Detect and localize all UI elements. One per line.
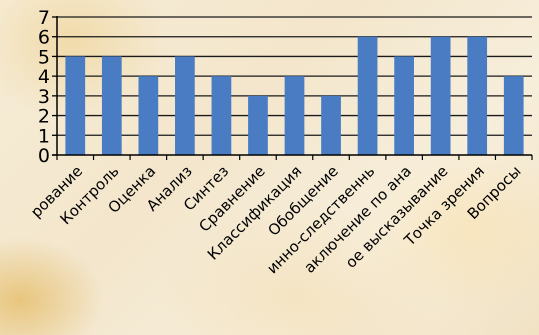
bar <box>503 76 524 155</box>
y-tick-label: 0 <box>38 145 50 167</box>
bar <box>430 36 451 155</box>
y-tick-label: 2 <box>38 106 50 128</box>
y-tick-label: 7 <box>38 7 50 29</box>
y-tick-label: 1 <box>38 125 50 147</box>
y-tick-label: 6 <box>38 27 50 49</box>
bar <box>138 76 159 155</box>
bars <box>65 36 524 155</box>
axes <box>52 16 533 160</box>
bar <box>248 95 268 155</box>
bar <box>65 56 86 155</box>
bar <box>394 56 414 155</box>
y-tick-label: 5 <box>38 46 50 68</box>
y-tick-label: 4 <box>38 66 50 88</box>
bar <box>211 76 232 155</box>
bar <box>175 56 195 155</box>
x-category-labels: рованиеКонтрольОценкаАнализСинтезСравнен… <box>27 162 525 277</box>
bar <box>357 36 378 155</box>
y-tick-label: 3 <box>38 86 50 108</box>
bar <box>467 36 488 155</box>
bar <box>321 95 341 155</box>
bar <box>101 56 122 155</box>
bar <box>284 76 305 155</box>
